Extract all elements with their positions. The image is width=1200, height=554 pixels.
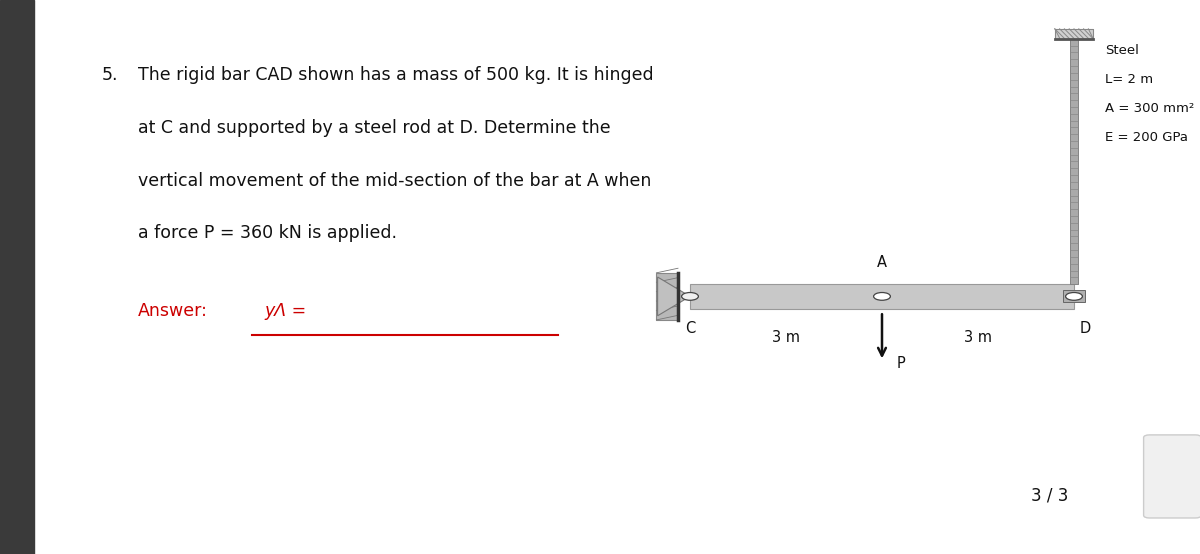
Bar xyxy=(0,0,34,554)
Bar xyxy=(1055,29,1093,39)
Bar xyxy=(1070,39,1078,284)
Polygon shape xyxy=(658,277,690,316)
Text: vertical movement of the mid-section of the bar at A when: vertical movement of the mid-section of … xyxy=(138,172,652,189)
Text: 3 m: 3 m xyxy=(964,330,992,345)
Circle shape xyxy=(1066,293,1082,300)
Text: 3 / 3: 3 / 3 xyxy=(1031,486,1069,504)
Bar xyxy=(690,284,1074,309)
Text: 3 m: 3 m xyxy=(772,330,800,345)
Circle shape xyxy=(874,293,890,300)
Text: A: A xyxy=(877,255,887,270)
Text: at C and supported by a steel rod at D. Determine the: at C and supported by a steel rod at D. … xyxy=(138,119,611,137)
Text: E = 200 GPa: E = 200 GPa xyxy=(1105,131,1188,143)
FancyBboxPatch shape xyxy=(1144,435,1200,518)
Bar xyxy=(656,273,678,320)
Text: The rigid bar CAD shown has a mass of 500 kg. It is hinged: The rigid bar CAD shown has a mass of 50… xyxy=(138,66,654,84)
Text: Steel: Steel xyxy=(1105,44,1139,57)
Text: A = 300 mm²: A = 300 mm² xyxy=(1105,102,1194,115)
Text: Answer:: Answer: xyxy=(138,302,208,320)
Text: 5.: 5. xyxy=(102,66,119,84)
Text: D: D xyxy=(1080,321,1091,336)
Circle shape xyxy=(682,293,698,300)
Bar xyxy=(1063,290,1085,302)
Text: yΛ =: yΛ = xyxy=(264,302,306,320)
Text: C: C xyxy=(685,321,695,336)
Text: P: P xyxy=(896,356,905,371)
Text: L= 2 m: L= 2 m xyxy=(1105,73,1153,86)
Text: a force P = 360 kN is applied.: a force P = 360 kN is applied. xyxy=(138,224,397,242)
